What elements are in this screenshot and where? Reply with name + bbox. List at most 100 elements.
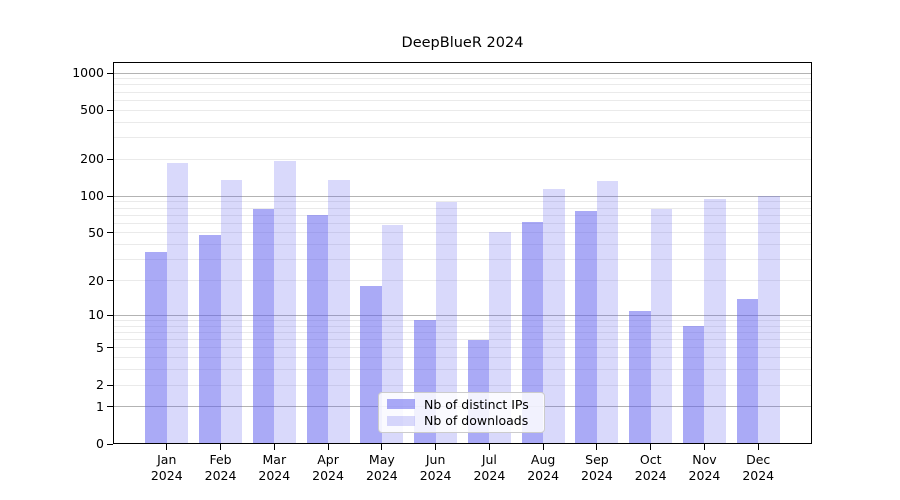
x-tick-month: Dec <box>746 452 771 467</box>
x-tick-year: 2024 <box>581 467 613 483</box>
bar-distinct-ips-apr <box>306 215 329 444</box>
x-tick-month: May <box>368 452 395 467</box>
x-axis-tick-label: Sep 2024 <box>565 452 629 483</box>
y-axis-tick <box>107 406 113 408</box>
y-axis-tick-label: 1 <box>96 398 104 414</box>
bar-downloads-jul <box>489 231 511 444</box>
bar-distinct-ips-mar <box>252 209 275 444</box>
y-axis-tick <box>107 347 113 349</box>
x-axis-tick-label: May 2024 <box>350 452 414 483</box>
bar-downloads-may <box>381 225 404 444</box>
x-axis-tick-label: Aug 2024 <box>511 452 575 483</box>
y-axis-tick <box>107 158 113 160</box>
y-axis-tick-label: 2 <box>96 377 104 392</box>
x-axis-tick <box>596 444 598 450</box>
y-axis-tick-label: 1000 <box>72 65 104 80</box>
bar-downloads-nov <box>704 199 726 444</box>
legend-entry-downloads: Nb of downloads <box>387 413 536 428</box>
x-tick-month: Feb <box>209 452 232 467</box>
x-axis-tick <box>273 444 275 450</box>
minor-gridline <box>113 121 812 123</box>
minor-gridline <box>113 137 812 139</box>
y-axis-tick-label: 0 <box>96 436 104 451</box>
legend: Nb of distinct IPs Nb of downloads <box>378 392 545 433</box>
x-axis-tick-label: Oct 2024 <box>619 452 683 483</box>
legend-entry-distinct-ips: Nb of distinct IPs <box>387 397 536 412</box>
bar-downloads-feb <box>220 179 243 444</box>
x-axis-tick-label: Apr 2024 <box>296 452 360 483</box>
bar-distinct-ips-may <box>360 285 382 444</box>
major-gridline <box>113 72 812 74</box>
legend-label-distinct-ips: Nb of distinct IPs <box>424 396 529 412</box>
x-axis-tick-label: Jul 2024 <box>457 452 521 483</box>
x-tick-year: 2024 <box>204 467 237 483</box>
x-tick-year: 2024 <box>527 467 560 483</box>
x-axis-tick-label: Mar 2024 <box>242 452 306 483</box>
legend-swatch-distinct-ips-icon <box>387 399 415 410</box>
x-tick-month: Jul <box>481 452 497 467</box>
minor-gridline <box>113 109 812 111</box>
y-axis-tick <box>107 195 113 197</box>
x-tick-month: Aug <box>530 452 556 467</box>
y-axis-tick <box>107 314 113 316</box>
x-tick-year: 2024 <box>150 467 183 483</box>
x-tick-year: 2024 <box>742 467 775 483</box>
x-tick-month: Jan <box>157 452 177 467</box>
bar-downloads-dec <box>758 195 780 444</box>
bar-distinct-ips-oct <box>629 310 651 444</box>
y-axis-tick-label: 500 <box>80 102 104 118</box>
x-axis-tick <box>757 444 759 450</box>
x-tick-month: Oct <box>639 452 662 467</box>
chart-title: DeepBlueR 2024 <box>401 35 524 51</box>
x-axis-tick <box>220 444 222 450</box>
y-axis-tick-label: 100 <box>80 188 104 204</box>
bar-downloads-sep <box>596 180 619 444</box>
x-tick-year: 2024 <box>473 467 506 483</box>
legend-label-downloads: Nb of downloads <box>424 413 529 429</box>
y-axis-tick-label: 50 <box>88 224 104 240</box>
x-axis-tick <box>327 444 329 450</box>
minor-gridline <box>113 78 812 80</box>
y-axis-tick <box>107 72 113 74</box>
x-tick-year: 2024 <box>419 467 452 483</box>
x-tick-year: 2024 <box>365 467 398 483</box>
y-axis-tick <box>107 443 113 445</box>
y-axis-tick <box>107 280 113 281</box>
bar-downloads-jan <box>166 163 189 444</box>
minor-gridline <box>113 84 812 86</box>
minor-gridline <box>113 158 812 160</box>
bar-distinct-ips-dec <box>736 298 759 444</box>
x-tick-month: Nov <box>692 452 717 467</box>
bar-downloads-oct <box>650 209 673 444</box>
y-axis-tick-label: 5 <box>96 339 104 355</box>
x-axis-tick <box>381 444 383 450</box>
minor-gridline <box>113 99 812 101</box>
y-axis-tick-label: 200 <box>80 151 104 167</box>
x-tick-month: Jun <box>425 452 446 467</box>
x-axis-tick-label: Jun 2024 <box>404 452 468 483</box>
x-tick-year: 2024 <box>258 467 291 483</box>
y-axis-tick <box>107 109 113 111</box>
x-tick-year: 2024 <box>688 467 721 483</box>
x-axis-tick-label: Jan 2024 <box>135 452 199 483</box>
legend-swatch-downloads-icon <box>387 415 415 426</box>
x-axis-tick <box>542 444 544 450</box>
x-axis-tick <box>435 444 437 450</box>
x-tick-month: Apr <box>317 452 339 467</box>
x-tick-month: Mar <box>262 452 287 467</box>
major-gridline <box>113 195 812 197</box>
x-axis-tick-label: Feb 2024 <box>189 452 253 483</box>
bar-downloads-apr <box>328 179 350 444</box>
bar-downloads-aug <box>543 188 565 444</box>
y-axis-tick-label: 10 <box>88 307 104 323</box>
x-axis-tick <box>650 444 652 450</box>
bar-downloads-jun <box>435 201 458 444</box>
bar-distinct-ips-feb <box>199 235 221 444</box>
bar-distinct-ips-jan <box>145 251 167 444</box>
x-axis-tick <box>703 444 705 450</box>
y-axis-tick <box>107 384 113 386</box>
x-axis-tick-label: Dec 2024 <box>726 452 790 483</box>
y-axis-tick <box>107 232 113 234</box>
x-tick-month: Sep <box>585 452 609 467</box>
